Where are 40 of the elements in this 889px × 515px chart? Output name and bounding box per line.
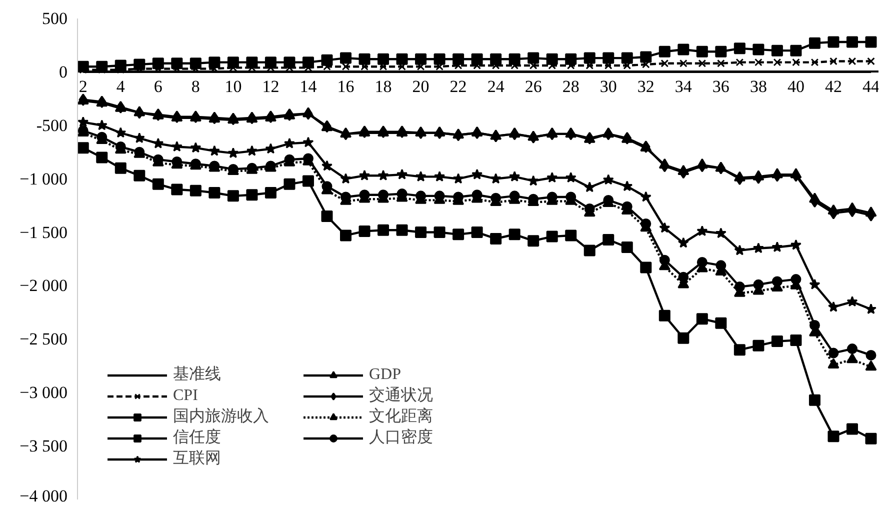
y-tick-label: −2 000 — [20, 276, 68, 296]
x-tick-label: 22 — [450, 76, 467, 96]
legend-label: GDP — [369, 366, 402, 384]
x-tick-label: 12 — [262, 76, 280, 96]
x-tick-label: 34 — [674, 76, 692, 96]
x-tick-label: 30 — [600, 76, 617, 96]
x-tick-label: 10 — [224, 76, 242, 96]
x-tick-label: 14 — [300, 76, 318, 96]
y-tick-label: −3 000 — [20, 383, 68, 402]
y-tick-label: -500 — [36, 116, 68, 135]
x-tick-label: 24 — [487, 76, 505, 96]
legend-label: 互联网 — [173, 449, 222, 469]
y-tick-label: −3 500 — [20, 436, 68, 456]
x-tick-label: 42 — [824, 76, 842, 96]
x-tick-label: 32 — [637, 76, 654, 96]
x-tick-label: 18 — [374, 76, 392, 96]
x-tick-label: 2 — [78, 76, 88, 96]
y-tick-label: −1 500 — [20, 222, 68, 242]
x-tick-label: 16 — [337, 76, 354, 96]
x-tick-label: 38 — [750, 76, 767, 96]
y-tick-label: 0 — [59, 62, 68, 82]
legend-label: CPI — [173, 386, 199, 404]
x-tick-label: 4 — [116, 76, 126, 96]
x-tick-label: 28 — [562, 76, 580, 96]
x-tick-label: 40 — [787, 76, 804, 96]
legend-label: 基准线 — [173, 364, 222, 385]
x-tick-label: 26 — [524, 76, 542, 96]
y-tick-label: −4 000 — [20, 486, 68, 506]
x-tick-label: 6 — [154, 76, 162, 96]
x-tick-label: 36 — [712, 76, 730, 96]
legend-label: 国内旅游收入 — [173, 406, 270, 427]
legend-label: 信任度 — [173, 428, 222, 448]
legend-label: 交通状况 — [369, 386, 434, 406]
legend-label: 文化距离 — [369, 406, 434, 427]
x-tick-label: 20 — [412, 76, 430, 96]
legend-label: 人口密度 — [369, 428, 434, 448]
y-tick-label: 500 — [42, 9, 68, 28]
x-tick-label: 8 — [191, 76, 200, 96]
y-tick-label: −1 000 — [20, 169, 68, 188]
y-tick-label: −2 500 — [20, 330, 68, 349]
